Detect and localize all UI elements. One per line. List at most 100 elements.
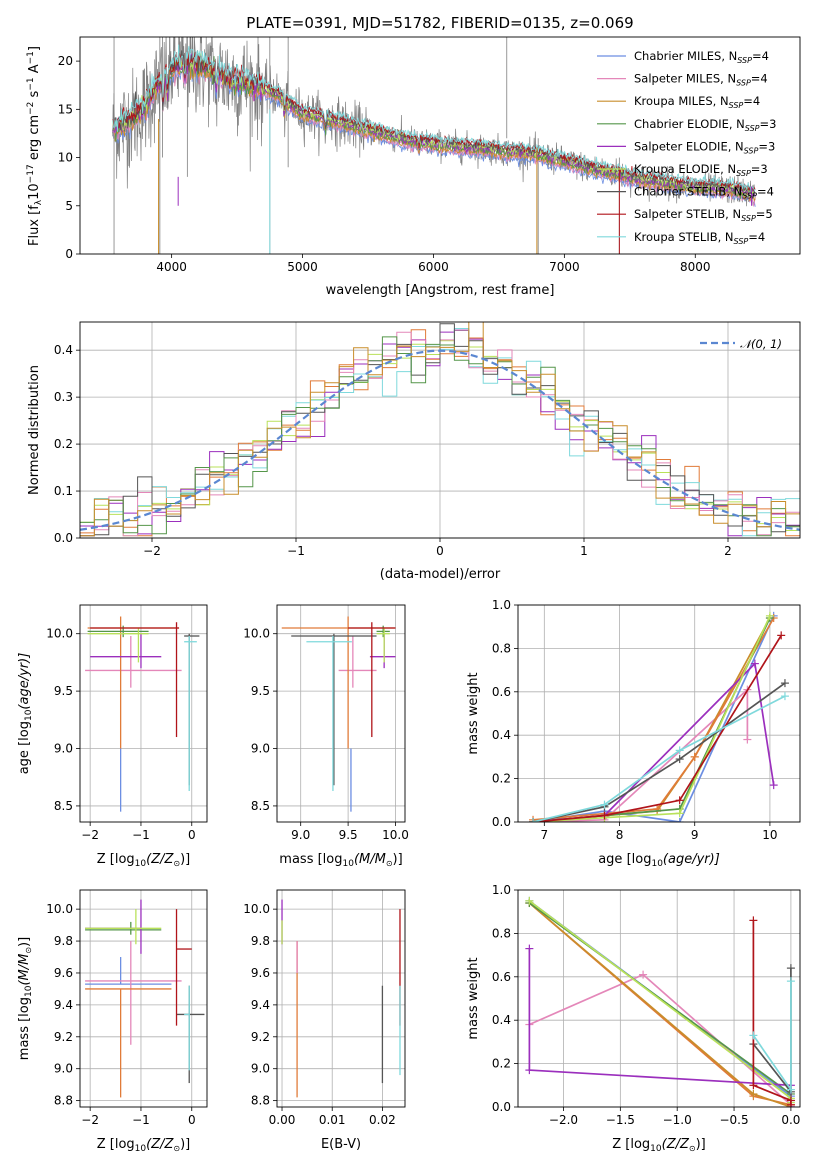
histogram-xtick-label: −2 [143, 544, 161, 558]
ylabel-part: 10 [27, 183, 42, 200]
mass-vs-ebv-ytick-label: 9.0 [251, 1062, 270, 1076]
weight-vs-age-marker [690, 752, 699, 761]
mass-vs-Z-plot-area [85, 899, 205, 1098]
weight-vs-Z-marker [786, 1085, 795, 1094]
legend-entry: Chabrier STELIB, NSSP=4 [634, 185, 774, 201]
weight-vs-age-marker [675, 809, 684, 818]
xlabel-sun-symbol: ⊙ [173, 859, 180, 868]
weight-vs-age-series-3 [532, 617, 775, 821]
mass-vs-Z-errorbar-point [85, 909, 162, 945]
age-vs-mass-errorbar-point [338, 636, 377, 688]
x-axis-label: mass [log10(M/M⊙)] [279, 852, 402, 869]
xlabel-part: (Z/Z [146, 852, 174, 867]
chart-title: PLATE=0391, MJD=51782, FIBERID=0135, z=0… [246, 14, 633, 32]
weight-vs-age-marker [675, 796, 684, 805]
legend-sub: SSP [729, 101, 744, 110]
weight-vs-age-series-9 [532, 695, 786, 822]
ylabel-part: (age/yr)] [17, 653, 32, 710]
weight-vs-age-frame [517, 604, 801, 823]
weight-vs-Z-marker [525, 1066, 534, 1075]
spectrum-xtick-label: 6000 [418, 260, 449, 274]
age-vs-mass-errorbar-point [348, 622, 396, 738]
mass-vs-ebv-grid [277, 890, 405, 1107]
legend-tail: =4 [751, 72, 768, 86]
ylabel-part: −1 [26, 77, 36, 90]
weight-vs-age-marker [675, 746, 684, 755]
y-axis-label: Flux [fλ10−17 erg cm−2 s−1 A−1] [26, 46, 44, 246]
weight-vs-age-xtick-label: 10 [762, 828, 777, 842]
xlabel-part: mass [log [279, 852, 342, 867]
y-axis-label: age [log10(age/yr)] [17, 653, 34, 775]
mass-vs-ebv-ytick-label: 9.6 [251, 966, 270, 980]
weight-vs-age-marker [529, 818, 538, 822]
age-vs-mass-frame [276, 604, 406, 823]
weight-vs-Z-frame [517, 889, 801, 1108]
mass-vs-Z-xtick-label: 0 [188, 1113, 196, 1127]
weight-vs-age-marker [743, 735, 752, 744]
mass-vs-Z-errorbar-point [85, 988, 172, 1098]
xlabel-part: 10 [651, 859, 663, 869]
legend-entry: Chabrier ELODIE, NSSP=3 [634, 117, 776, 133]
weight-vs-age-series-0 [532, 615, 775, 822]
x-axis-label: wavelength [Angstrom, rest frame] [326, 283, 555, 298]
legend-tail: =3 [758, 139, 775, 153]
age-vs-Z-xtick-label: −1 [132, 828, 150, 842]
spectrum-xtick-label: 5000 [287, 260, 318, 274]
weight-vs-Z-marker [525, 944, 534, 953]
weight-vs-age-xtick-label: 8 [616, 828, 624, 842]
weight-vs-Z-xtick-label: −1.5 [606, 1113, 635, 1127]
xlabel-part: (M/M [354, 852, 386, 867]
age-vs-Z-errorbar-point [184, 636, 197, 791]
mass-vs-Z-errorbar-point [184, 985, 190, 1071]
mass-vs-Z-ytick-label: 9.4 [54, 998, 73, 1012]
mass-vs-ebv-ytick-label: 9.2 [251, 1030, 270, 1044]
histogram-ytick-label: 0.2 [54, 437, 73, 451]
xlabel-part: E(B-V) [321, 1137, 361, 1152]
mass-vs-Z-ytick-label: 10.0 [46, 902, 73, 916]
legend-sub: SSP [745, 124, 760, 133]
xlabel-part: 10 [343, 859, 355, 869]
weight-vs-Z-xtick-label: −1.0 [663, 1113, 692, 1127]
xlabel-part: 10 [650, 1144, 662, 1154]
age-vs-mass-errorbar-point [306, 636, 352, 791]
legend-entry: Chabrier MILES, NSSP=4 [634, 49, 769, 65]
legend-tail: =4 [752, 49, 769, 63]
age-vs-mass-axes: 9.0 9.5 10.0 8.5 9.0 9.5 10.0 mass [log10(M/M⊙)… [243, 604, 409, 869]
legend-entry: Salpeter STELIB, NSSP=5 [634, 207, 773, 223]
weight-vs-Z-marker [749, 1089, 758, 1098]
legend-name: Salpeter MILES, N [634, 72, 736, 86]
age-vs-Z-frame [79, 604, 208, 823]
normal-curve [80, 349, 800, 531]
weight-vs-Z-marker [786, 977, 795, 986]
legend-entry: Kroupa ELODIE, NSSP=3 [634, 162, 768, 178]
ylabel-part: ] [27, 46, 42, 51]
xlabel-sun-symbol: ⊙ [386, 859, 393, 868]
mass-vs-Z-ytick-label: 9.2 [54, 1030, 73, 1044]
weight-vs-age-grid [518, 604, 800, 823]
mass-vs-ebv-xtick-label: 0.01 [319, 1113, 346, 1127]
weight-vs-age-ytick-label: 0.0 [492, 815, 511, 829]
mass-vs-ebv-axes: 0.00 0.01 0.02 8.8 9.0 9.2 9.4 9.6 9.8 10.0 E(B-V) [243, 889, 406, 1152]
legend-name: Chabrier STELIB, N [634, 185, 742, 199]
mass-vs-ebv-ytick-label: 10.0 [243, 902, 270, 916]
histogram-xtick-label: 1 [580, 544, 588, 558]
legend-entry: Salpeter MILES, NSSP=4 [634, 72, 768, 88]
ylabel-part: 10 [24, 709, 34, 721]
spectrum-ytick-label: 20 [58, 54, 73, 68]
histogram-ytick-label: 0.1 [54, 484, 73, 498]
weight-vs-age-marker [675, 818, 684, 822]
weight-vs-Z-marker [786, 964, 795, 973]
spectrum-xtick-label: 4000 [156, 260, 187, 274]
xlabel-part: 10 [135, 1144, 147, 1154]
y-axis-label: Normed distribution [27, 365, 42, 495]
ylabel-part: age [log [17, 721, 32, 774]
y-axis-label: mass weight [466, 957, 481, 1039]
mass-vs-Z-errorbar-point [175, 909, 192, 1026]
age-vs-mass-xtick-label: 9.0 [291, 828, 310, 842]
xlabel-part: )] [393, 852, 403, 867]
weight-vs-age-marker [600, 800, 609, 809]
age-vs-Z-ytick-label: 10.0 [46, 627, 73, 641]
legend-tail: =4 [743, 94, 760, 108]
